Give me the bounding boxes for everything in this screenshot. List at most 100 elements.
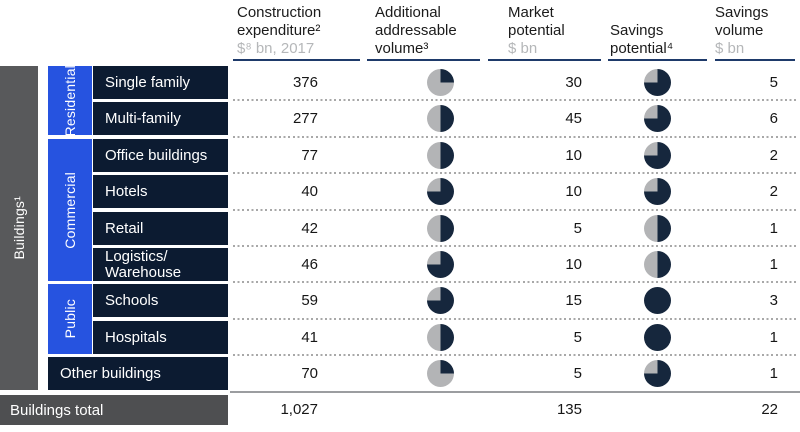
market-potential-value: 10 [565,183,582,200]
market-potential-value: 5 [573,220,582,237]
header-unit: $⁸ bn, 2017 [237,40,315,57]
header-line: Market [508,4,554,21]
addressable-volume-pie [427,105,454,132]
header-underline [608,59,707,61]
savings-volume-total: 22 [761,401,778,418]
row-separator [233,354,798,356]
addressable-volume-pie [427,360,454,387]
table-row-multi-family: Multi-family 277 45 6 [0,102,800,135]
header-line: Savings [610,22,664,39]
savings-potential-pie [644,142,671,169]
market-potential-value: 45 [565,110,582,127]
savings-potential-pie [644,105,671,132]
market-potential-value: 10 [565,147,582,164]
column-header-additional-addressable-volume: Additional addressable volume³ [375,4,457,58]
savings-potential-pie [644,69,671,96]
row-label: Schools [93,284,228,317]
row-separator [233,99,798,101]
group-residential: Residential [48,65,92,136]
header-line [610,4,673,22]
header-line: Savings [715,4,769,21]
construction-expenditure-value: 41 [301,329,318,346]
header-underline [233,59,360,61]
savings-volume-value: 2 [769,147,778,164]
construction-expenditure-value: 59 [301,292,318,309]
market-potential-total: 135 [556,401,582,418]
row-label: Other buildings [48,357,228,390]
savings-volume-value: 5 [769,74,778,91]
construction-expenditure-value: 70 [301,365,318,382]
savings-volume-value: 3 [769,292,778,309]
addressable-volume-pie [427,215,454,242]
row-separator [233,172,798,174]
header-unit: $ bn [715,40,745,57]
row-label: Single family [93,66,228,99]
table-row-other-buildings: Other buildings 70 5 1 [0,357,800,390]
addressable-volume-pie [427,178,454,205]
column-header-savings-volume: Savings volume $ bn [715,4,768,58]
market-potential-value: 10 [565,256,582,273]
construction-expenditure-value: 77 [301,147,318,164]
market-potential-value: 5 [573,329,582,346]
row-group-buildings: Buildings¹ [0,66,38,390]
addressable-volume-pie [427,69,454,96]
header-underline [367,59,480,61]
table-row-hotels: Hotels 40 10 2 [0,175,800,208]
savings-potential-pie [644,360,671,387]
addressable-volume-pie [427,142,454,169]
row-label: Hospitals [93,321,228,354]
column-header-savings-potential: Savings potential⁴ [610,4,673,58]
construction-expenditure-value: 40 [301,183,318,200]
construction-expenditure-value: 46 [301,256,318,273]
table-row-buildings-total: Buildings total 1,027 135 22 [0,395,800,425]
column-header-market-potential: Market potential $ bn [508,4,565,58]
construction-expenditure-value: 277 [292,110,318,127]
group-public: Public [48,284,92,354]
savings-potential-pie [644,324,671,351]
savings-potential-pie [644,251,671,278]
construction-expenditure-value: 42 [301,220,318,237]
column-header-construction-expenditure: Construction expenditure² $⁸ bn, 2017 [237,4,321,58]
header-line: addressable [375,22,457,39]
construction-expenditure-value: 376 [292,74,318,91]
row-label: Office buildings [93,139,228,172]
header-unit: $ bn [508,40,538,57]
addressable-volume-pie [427,251,454,278]
total-row-label: Buildings total [0,395,228,425]
total-separator-line [230,391,800,393]
header-line: Additional [375,4,441,21]
header-underline [488,59,601,61]
row-label: Hotels [93,175,228,208]
savings-volume-value: 1 [769,365,778,382]
row-separator [233,281,798,283]
table-row-logistics-warehouse: Logistics/ Warehouse 46 10 1 [0,248,800,281]
savings-potential-pie [644,287,671,314]
addressable-volume-pie [427,287,454,314]
market-potential-value: 15 [565,292,582,309]
group-commercial: Commercial [48,139,92,281]
savings-volume-value: 1 [769,220,778,237]
header-line: volume [715,22,764,39]
header-underline [715,59,795,61]
savings-volume-value: 1 [769,329,778,346]
row-label: Retail [93,212,228,245]
header-line: volume³ [375,40,429,57]
savings-potential-pie [644,215,671,242]
header-line: potential⁴ [610,40,674,57]
row-label: Multi-family [93,102,228,135]
table-row-office-buildings: Office buildings 77 10 2 [0,139,800,172]
row-separator [233,245,798,247]
market-potential-value: 30 [565,74,582,91]
table-row-schools: Schools 59 15 3 [0,284,800,317]
header-line: expenditure² [237,22,321,39]
table-row-hospitals: Hospitals 41 5 1 [0,321,800,354]
market-potential-value: 5 [573,365,582,382]
row-separator [233,209,798,211]
table-row-single-family: Single family 376 30 5 [0,66,800,99]
savings-volume-value: 2 [769,183,778,200]
savings-potential-pie [644,178,671,205]
construction-expenditure-total: 1,027 [280,401,318,418]
header-line: Construction [237,4,322,21]
savings-volume-value: 1 [769,256,778,273]
